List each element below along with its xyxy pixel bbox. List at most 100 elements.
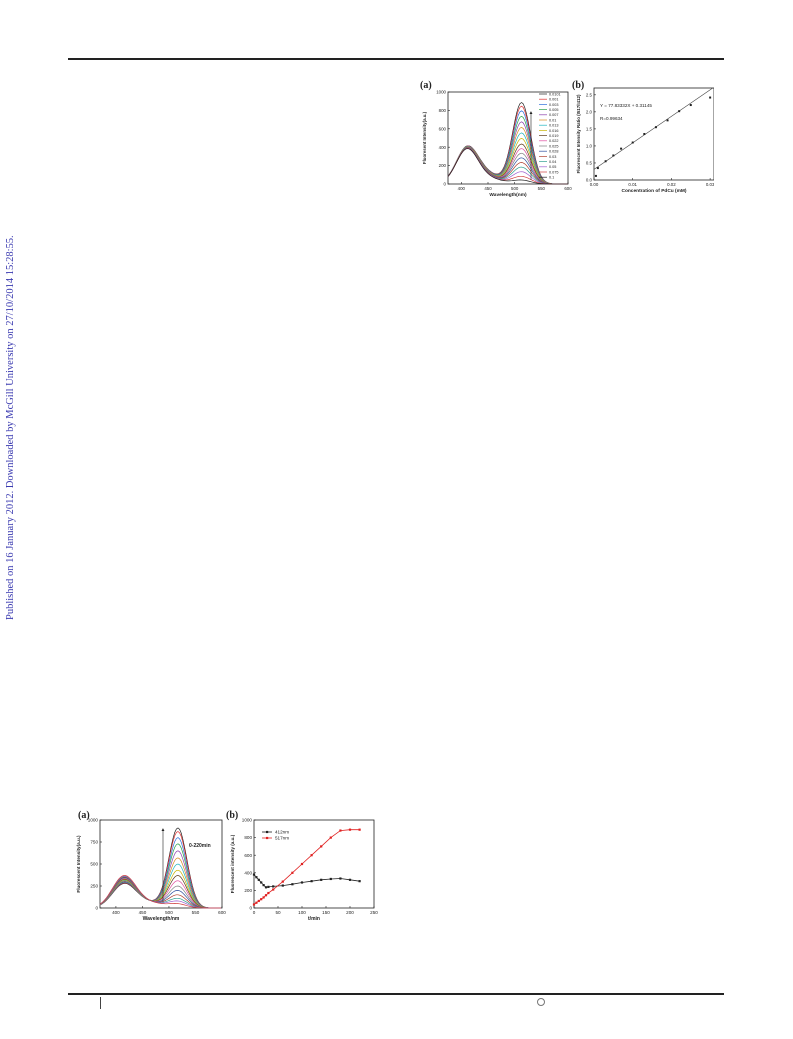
data-point bbox=[329, 836, 332, 839]
panel-label: (b) bbox=[226, 810, 238, 821]
spectrum-line bbox=[447, 148, 568, 185]
data-point bbox=[604, 160, 607, 163]
y-tick-label: 500 bbox=[90, 862, 98, 867]
y-tick-label: 600 bbox=[439, 126, 447, 131]
fit-r-value: R=0.99634 bbox=[600, 116, 623, 121]
legend-entry: 0.013 bbox=[549, 124, 559, 128]
data-point bbox=[257, 878, 260, 881]
footer-circle-icon bbox=[537, 998, 545, 1006]
data-point bbox=[264, 886, 268, 889]
trend-arrow-head: ▲ bbox=[161, 827, 166, 833]
x-tick-label: 0.03 bbox=[706, 182, 714, 187]
data-point bbox=[320, 878, 323, 881]
side-banner-text: Published on 16 January 2012. Downloaded… bbox=[5, 235, 16, 620]
figure-1-panel-a: (a) 400 450 500 550 600 0 200 400 600 800 1000 Wavel… bbox=[420, 80, 572, 198]
data-point bbox=[358, 880, 361, 883]
data-point bbox=[255, 901, 258, 904]
x-tick-label: 0.01 bbox=[628, 182, 637, 187]
data-point bbox=[620, 147, 623, 150]
y-tick-label: 400 bbox=[439, 145, 447, 150]
data-point bbox=[267, 891, 270, 895]
data-point bbox=[654, 126, 657, 129]
data-point bbox=[252, 873, 256, 876]
data-point bbox=[257, 899, 260, 903]
x-tick-label: 450 bbox=[484, 186, 492, 191]
y-axis-label: Fluorescent intensity (a.u.) bbox=[230, 834, 235, 893]
legend-entry: 0.003 bbox=[549, 103, 559, 107]
header-rule bbox=[68, 58, 724, 60]
data-point bbox=[255, 876, 258, 879]
x-axis-label: Wavelength/nm bbox=[143, 916, 180, 922]
data-point bbox=[264, 894, 268, 897]
data-point bbox=[291, 871, 294, 874]
data-point bbox=[260, 898, 263, 901]
data-point bbox=[262, 896, 265, 899]
y-tick-label: 1000 bbox=[242, 818, 253, 823]
y-tick-label: 400 bbox=[244, 870, 252, 875]
data-point bbox=[291, 883, 294, 886]
fit-line bbox=[593, 87, 713, 170]
side-banner: Published on 16 January 2012. Downloaded… bbox=[1, 235, 401, 620]
y-axis-label: Fluoresent Intensity(a.u.) bbox=[422, 111, 427, 164]
figure-1: (a) 400 450 500 550 600 0 200 400 600 800 1000 Wavel… bbox=[420, 80, 714, 198]
footer-divider bbox=[100, 997, 101, 1009]
panel-label: (a) bbox=[78, 810, 90, 821]
data-point bbox=[329, 877, 332, 881]
legend-entry: 0.019 bbox=[549, 134, 559, 138]
legend-entry: 0.075 bbox=[549, 170, 559, 174]
y-tick-label: 200 bbox=[244, 888, 252, 893]
y-axis-label: Fluorescent Intensity Ratio (I517/I412) bbox=[576, 94, 581, 173]
x-axis-label: t/min bbox=[308, 916, 320, 922]
x-tick-label: 500 bbox=[511, 186, 519, 191]
x-tick-label: 150 bbox=[322, 910, 330, 915]
legend-entry: 0.007 bbox=[549, 113, 559, 117]
x-tick-label: 250 bbox=[370, 910, 378, 915]
panel-label: (b) bbox=[572, 80, 584, 91]
data-point bbox=[300, 862, 304, 866]
x-tick-label: 600 bbox=[564, 186, 572, 191]
data-point bbox=[666, 119, 669, 122]
legend-entry: 0.025 bbox=[549, 144, 559, 148]
data-point bbox=[348, 878, 352, 881]
figure-2-panel-b: (b) 0 50 100 150 200 250 0 200 400 600 800 1000 t/min… bbox=[226, 810, 378, 922]
y-tick-label: 1000 bbox=[88, 818, 99, 823]
data-point bbox=[643, 133, 646, 135]
y-tick-label: 0 bbox=[249, 906, 252, 911]
legend-entry: 0.05 bbox=[549, 165, 556, 169]
y-tick-label: 250 bbox=[90, 884, 98, 889]
spectrum-line bbox=[99, 875, 221, 909]
x-axis-label: Wavelength(nm) bbox=[489, 192, 527, 198]
data-point bbox=[300, 881, 304, 884]
plot-frame bbox=[593, 87, 714, 181]
plot-frame bbox=[253, 819, 375, 909]
figure-1-panel-b: (b) 0.00 0.01 0.02 0.03 0.0 0.5 1.0 1.5 2.0 2.5 Con… bbox=[572, 80, 714, 194]
data-point bbox=[267, 885, 270, 888]
data-point bbox=[339, 829, 342, 832]
series-line bbox=[253, 829, 360, 905]
legend-entry: 0.1 bbox=[549, 176, 554, 180]
data-point bbox=[320, 845, 323, 848]
legend-marker bbox=[266, 836, 269, 840]
x-tick-label: 200 bbox=[346, 910, 354, 915]
y-tick-label: 0 bbox=[95, 906, 98, 911]
x-tick-label: 550 bbox=[192, 910, 200, 915]
data-point bbox=[709, 96, 712, 99]
data-point bbox=[281, 880, 284, 883]
y-tick-label: 200 bbox=[439, 163, 447, 168]
x-tick-label: 600 bbox=[218, 910, 226, 915]
legend-entry: 0.022 bbox=[549, 139, 559, 143]
y-tick-label: 0 bbox=[444, 182, 447, 187]
y-tick-label: 0.5 bbox=[586, 161, 593, 166]
data-point bbox=[594, 174, 597, 177]
data-point bbox=[678, 110, 681, 113]
legend-entry: 0.0101 bbox=[549, 92, 561, 96]
y-tick-label: 1000 bbox=[436, 90, 446, 95]
data-point bbox=[262, 884, 265, 887]
figure-2-panel-a: (a) 400 450 500 550 600 0 250 500 750 1000 Waveleng… bbox=[76, 810, 226, 922]
data-point bbox=[260, 881, 263, 884]
x-tick-label: 400 bbox=[112, 910, 120, 915]
data-point bbox=[272, 888, 275, 891]
y-tick-label: 2.5 bbox=[586, 92, 593, 97]
data-point bbox=[252, 903, 256, 906]
y-tick-label: 600 bbox=[244, 853, 252, 858]
